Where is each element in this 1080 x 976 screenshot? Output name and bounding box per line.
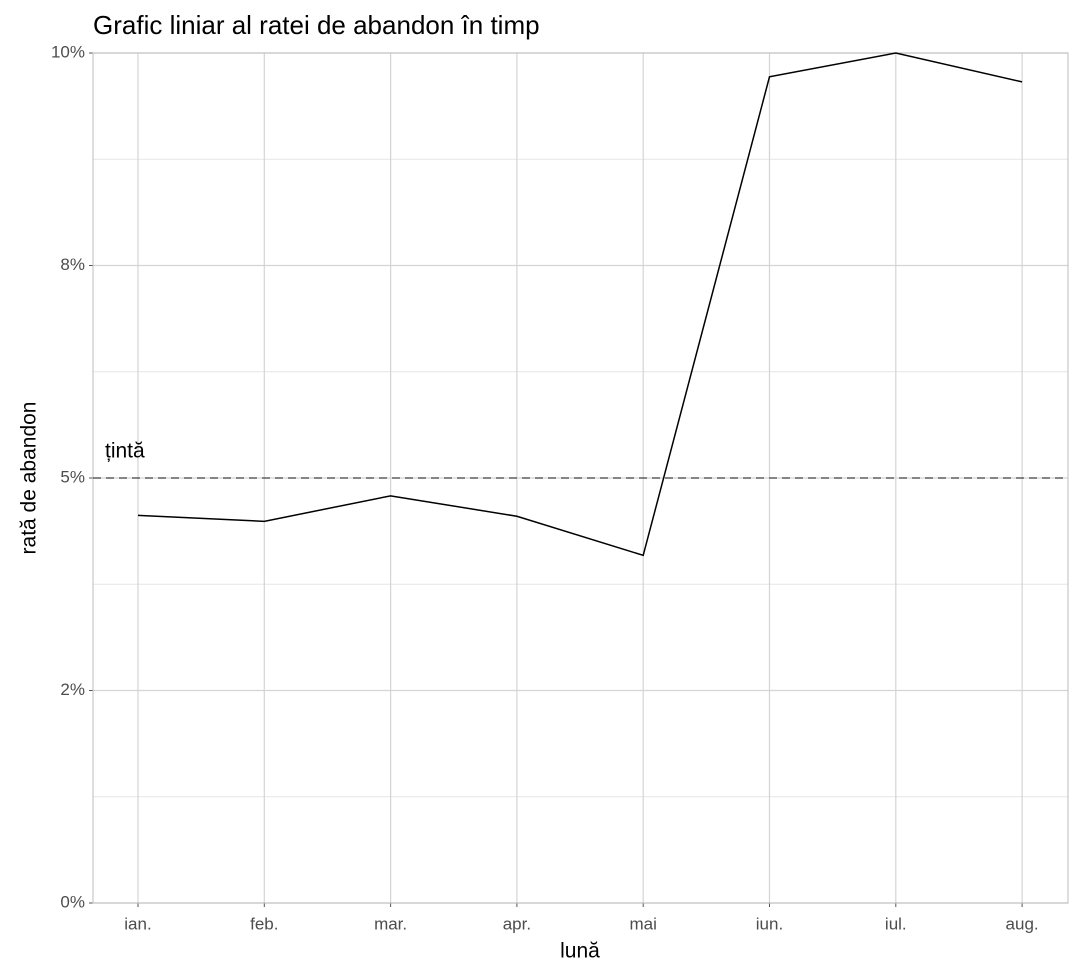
x-tick-label: mar.: [374, 914, 407, 933]
x-tick-label: apr.: [503, 914, 531, 933]
x-tick-label: iul.: [885, 914, 907, 933]
y-tick-label: 0%: [60, 892, 85, 911]
x-tick-label: ian.: [124, 914, 151, 933]
chart-title: Grafic liniar al ratei de abandon în tim…: [93, 10, 540, 40]
y-tick-label: 8%: [60, 255, 85, 274]
y-tick-label: 2%: [60, 680, 85, 699]
target-label: țintă: [105, 440, 145, 463]
x-tick-label: aug.: [1006, 914, 1039, 933]
data-line: [137, 52, 1023, 557]
y-tick-label: 5%: [60, 467, 85, 486]
x-axis-title: lună: [560, 940, 600, 963]
y-axis-title: rată de abandon: [18, 402, 41, 555]
y-tick-label: 10%: [51, 42, 85, 61]
x-tick-label: feb.: [250, 914, 278, 933]
x-tick-label: mai: [629, 914, 656, 933]
x-tick-label: iun.: [756, 914, 783, 933]
